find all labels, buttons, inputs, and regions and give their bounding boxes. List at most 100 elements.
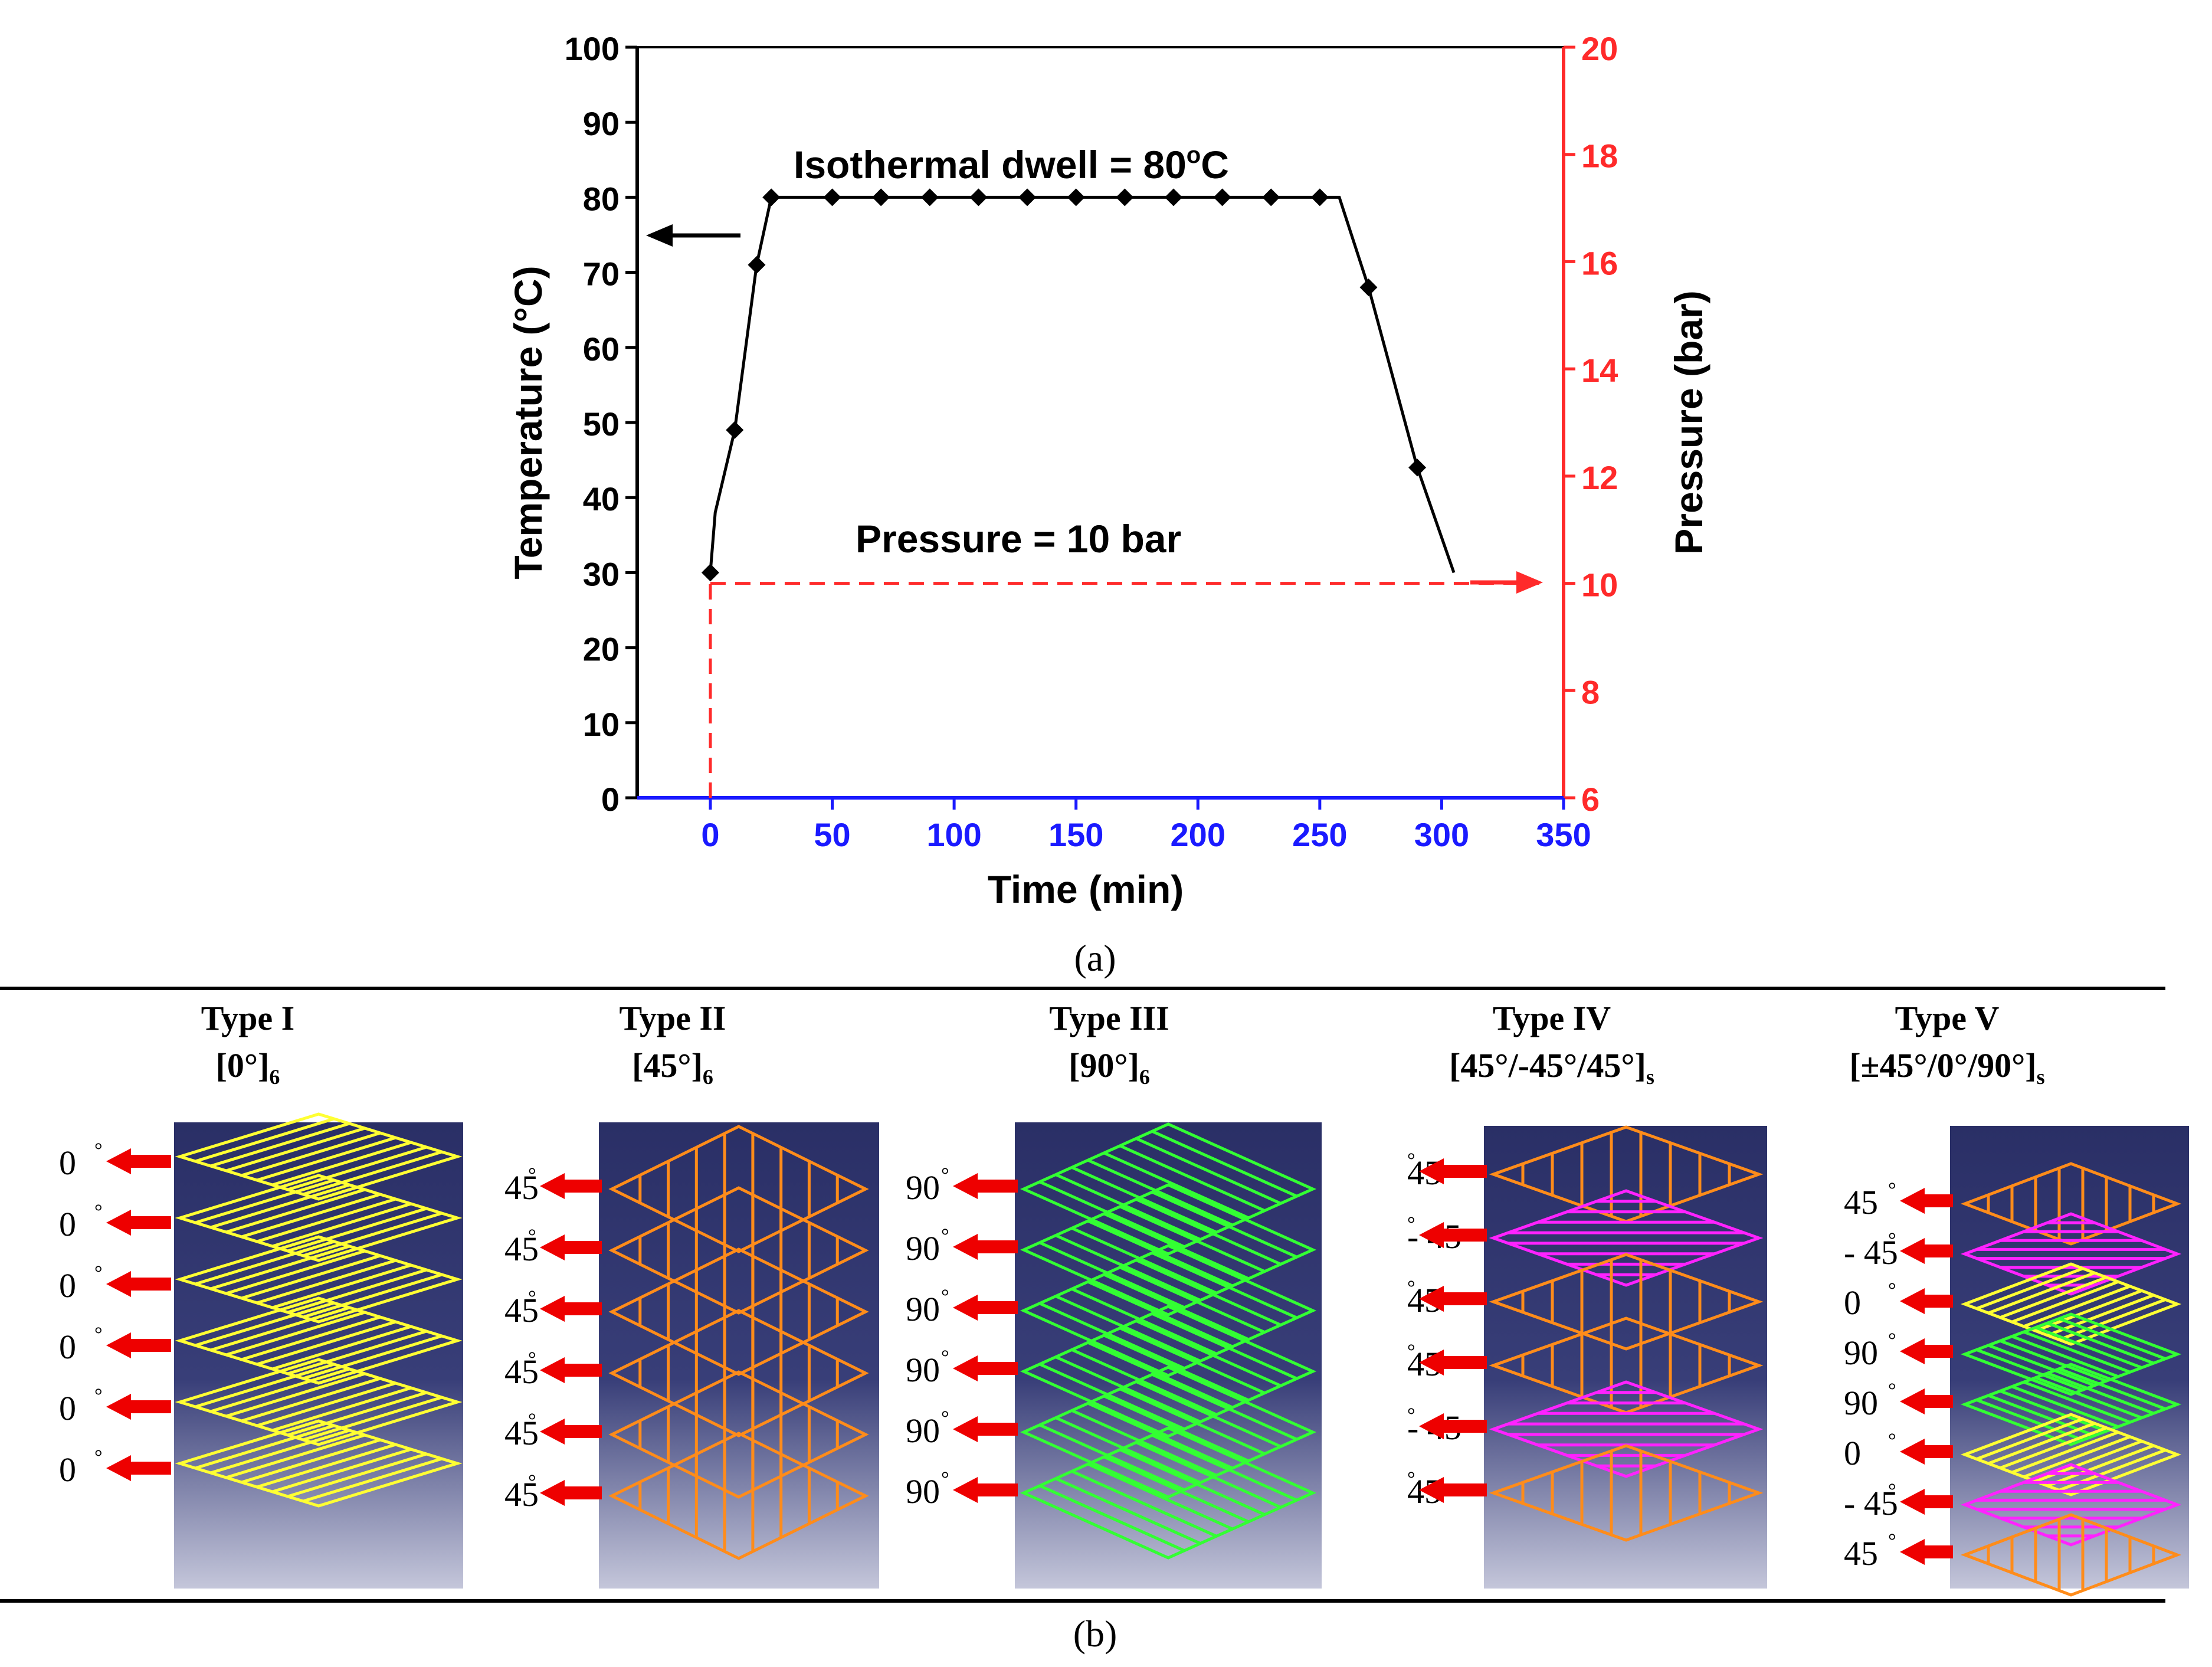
ply-fiber — [1071, 1288, 1217, 1355]
ply-fiber — [225, 1249, 366, 1295]
ply-fiber — [1039, 1180, 1185, 1249]
ply-fiber — [1151, 1312, 1297, 1380]
ply-fiber — [1087, 1462, 1233, 1531]
ply-fiber — [2023, 1380, 2131, 1424]
ply-angle-degree: ° — [1407, 1404, 1415, 1426]
temperature-line — [709, 195, 1456, 574]
ply-fiber — [1135, 1319, 1282, 1387]
ply-fiber — [1135, 1198, 1282, 1266]
ply-fiber — [256, 1443, 396, 1489]
ply-fiber — [1976, 1267, 2083, 1310]
ply-fiber — [241, 1438, 381, 1484]
ply-fiber — [195, 1363, 335, 1409]
ply-fiber — [303, 1211, 443, 1257]
ply-fiber — [241, 1377, 381, 1423]
type-layup: [45°]6 — [632, 1046, 713, 1089]
type-title: Type I — [201, 999, 294, 1037]
ply-angle-label: 0 — [59, 1144, 76, 1182]
y-tick-label: 70 — [583, 256, 620, 293]
layup-notation: [90°] — [1069, 1046, 1139, 1085]
ply-fiber — [303, 1273, 443, 1319]
ply-fiber — [1055, 1477, 1201, 1545]
ply-fiber — [271, 1447, 412, 1494]
ply-fiber — [1103, 1394, 1250, 1463]
ply-fiber — [1151, 1129, 1297, 1198]
layup-subscript: s — [2037, 1065, 2045, 1089]
temperature-marker — [1018, 188, 1037, 207]
ply-fiber — [1039, 1302, 1185, 1370]
type-layup: [45°/-45°/45°]s — [1449, 1046, 1654, 1089]
y2-tick-label: 6 — [1581, 781, 1600, 818]
ply-fiber — [287, 1391, 427, 1437]
ply-arrow-head — [1419, 1158, 1444, 1184]
layup-panel-bg — [1484, 1126, 1767, 1589]
x-tick-label: 250 — [1292, 816, 1347, 853]
ply-fiber — [303, 1457, 443, 1503]
ply-fiber — [1119, 1205, 1266, 1273]
temperature-marker — [823, 188, 841, 207]
ply-outline — [175, 1235, 463, 1324]
ply-arrow-head — [1900, 1288, 1925, 1314]
ply-fiber — [210, 1429, 350, 1475]
ply-fiber — [287, 1452, 427, 1498]
ply-arrow-head — [1900, 1338, 1925, 1364]
y2-axis-label: Pressure (bar) — [1667, 290, 1710, 555]
ply-fiber — [1103, 1212, 1250, 1280]
ply-arrow-head — [540, 1419, 565, 1445]
ply-angle-degree: ° — [1407, 1468, 1415, 1490]
ply-angle-label: 90 — [1844, 1334, 1878, 1372]
ply-angle-label: 0 — [59, 1389, 76, 1427]
ply-angle-label: 0 — [59, 1266, 76, 1305]
ply-angle-degree: ° — [528, 1348, 536, 1370]
y-tick-label: 30 — [583, 555, 620, 592]
temperature-marker — [748, 256, 766, 274]
ply-arrow-head — [540, 1234, 565, 1260]
ply-angle-degree: ° — [1888, 1229, 1896, 1251]
ply-fiber — [1135, 1441, 1282, 1509]
ply-fiber — [2023, 1285, 2131, 1328]
layup-type-5: Type V[±45°/0°/90°]s45 °- 45°0 °90 °90 °0 °- … — [1844, 999, 2189, 1597]
ply-fiber — [287, 1329, 427, 1375]
ply-arrow-head — [1419, 1222, 1444, 1248]
ply-fiber — [2011, 1280, 2119, 1324]
y2-tick-label: 14 — [1581, 352, 1618, 389]
caption-a: (a) — [1074, 937, 1116, 979]
ply-fiber — [241, 1254, 381, 1300]
y-tick-label: 0 — [601, 781, 620, 818]
ply-fiber — [2059, 1317, 2166, 1360]
ply-fiber — [2023, 1330, 2131, 1374]
ply-angle-label: 90 — [906, 1168, 940, 1207]
ply-fiber — [1055, 1173, 1201, 1241]
temperature-marker — [1408, 458, 1427, 477]
ply-fiber — [225, 1188, 366, 1234]
ply-outline — [1489, 1444, 1764, 1542]
ply-outline — [175, 1419, 463, 1508]
ply-fiber — [1119, 1144, 1266, 1212]
temperature-marker — [1262, 188, 1280, 207]
ply-fiber — [1151, 1373, 1297, 1441]
ply-angle-label: 45 — [1844, 1534, 1878, 1573]
ply-fiber — [1087, 1401, 1233, 1470]
ply-fiber — [1103, 1334, 1250, 1402]
x-tick-label: 100 — [926, 816, 981, 853]
temperature-marker — [1213, 188, 1231, 207]
y2-tick-label: 18 — [1581, 137, 1618, 175]
ply-fiber — [1119, 1327, 1266, 1394]
ply-fiber — [1039, 1484, 1185, 1553]
ply-angle-label: 0 — [59, 1328, 76, 1366]
ply-arrow-head — [106, 1455, 131, 1481]
ply-outline — [1960, 1363, 2182, 1446]
layup-type-4: Type IV[45°/-45°/45°]s45°- 45°45°45°- 45… — [1407, 999, 1767, 1589]
ply-angle-label: 90 — [906, 1411, 940, 1450]
layup-type-1: Type I [0°]6 0 ° 0 ° 0 ° 0 ° 0 ° 0 ° — [59, 999, 463, 1589]
layup-type-3: Type III[90°]690 °90 °90 °90 °90 °90 ° — [906, 999, 1322, 1589]
ply-angle-degree: ° — [528, 1410, 536, 1432]
ply-angle-label: 0 — [1844, 1283, 1861, 1322]
temperature-marker — [969, 188, 988, 207]
ply-fiber — [1071, 1227, 1217, 1295]
ply-fiber — [1976, 1417, 2083, 1460]
temperature-marker — [726, 421, 744, 439]
temperature-marker — [1359, 279, 1378, 297]
layup-notation: [45°/-45°/45°] — [1449, 1046, 1646, 1085]
temperature-marker — [762, 188, 781, 207]
